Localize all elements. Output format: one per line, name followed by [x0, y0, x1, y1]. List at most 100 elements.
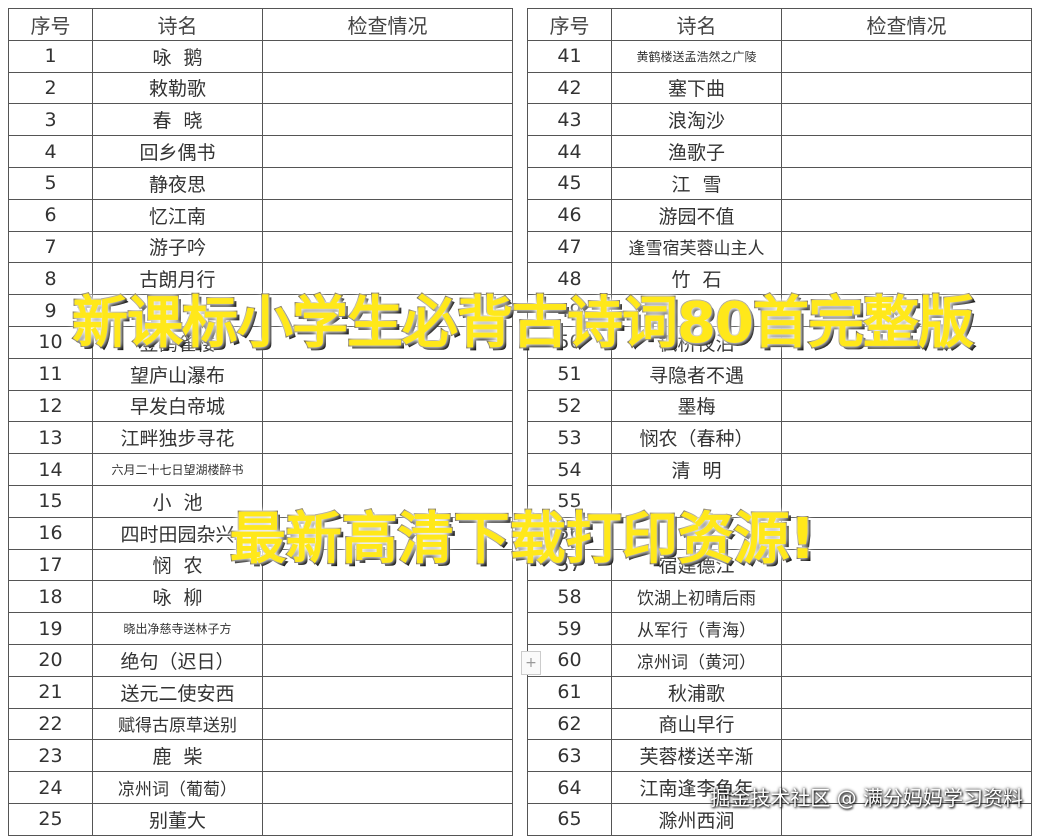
row: 43 浪淘沙	[527, 103, 1032, 137]
poem-name: 秋浦歌	[611, 675, 782, 709]
row-number: 11	[8, 357, 93, 391]
poem-name: 江畔独步寻花	[92, 421, 263, 455]
row: 65 滁州西涧	[527, 802, 1032, 836]
poem-name: 六月二十七日望湖楼醉书	[92, 453, 263, 486]
row: 22 赋得古原草送别	[8, 707, 513, 741]
sheet-table: 序号 诗名 检查情况 1 咏 鹅 2 敕勒歌 3 春 晓 4 回乡偶书 5 静夜思 6 忆江南 7 游子吟 8 古朗…	[8, 8, 513, 836]
check-cell	[262, 39, 513, 73]
row: 51 寻隐者不遇	[527, 357, 1032, 391]
check-cell	[262, 230, 513, 264]
row: 18 咏 柳	[8, 580, 513, 614]
check-cell	[781, 580, 1032, 614]
row-number: 49	[527, 294, 612, 327]
check-cell	[262, 707, 513, 741]
check-cell	[262, 135, 513, 168]
row: 58 饮湖上初晴后雨	[527, 580, 1032, 614]
row-number: 54	[527, 453, 612, 486]
row-number: 46	[527, 198, 612, 232]
row-number: 58	[527, 580, 612, 614]
row: 13 江畔独步寻花	[8, 421, 513, 455]
row-number: 13	[8, 421, 93, 455]
check-cell	[262, 103, 513, 137]
row: 25 别董大	[8, 802, 513, 836]
poem-name: 芙蓉楼送辛渐	[611, 739, 782, 773]
poem-name: 从军行（青海）	[611, 612, 782, 645]
poem-name: 凉州词（黄河）	[611, 643, 782, 677]
row-number: 9	[8, 294, 93, 327]
check-cell	[781, 707, 1032, 741]
row-number: 6	[8, 198, 93, 232]
check-cell	[262, 421, 513, 455]
header-cell: 检查情况	[262, 8, 513, 41]
poem-name: 望庐山瀑布	[92, 357, 263, 391]
poem-name: 墨梅	[611, 389, 782, 423]
row: 46 游园不值	[527, 198, 1032, 232]
row-number: 60	[527, 643, 612, 677]
row: 44 渔歌子	[527, 135, 1032, 168]
check-cell	[781, 675, 1032, 709]
check-cell	[781, 453, 1032, 486]
row: 9	[8, 294, 513, 327]
check-cell	[781, 739, 1032, 773]
poem-name: 别董大	[92, 802, 263, 836]
check-cell	[262, 580, 513, 614]
row-number: 16	[8, 516, 93, 550]
poem-name: 早发白帝城	[92, 389, 263, 423]
row: 52 墨梅	[527, 389, 1032, 423]
row: 47 逢雪宿芙蓉山主人	[527, 230, 1032, 264]
sheet-table: 序号 诗名 检查情况 41 黄鹤楼送孟浩然之广陵 42 塞下曲 43 浪淘沙 44 渔歌子 45 江 雪…	[527, 8, 1032, 836]
check-cell	[781, 103, 1032, 137]
row-number: 7	[8, 230, 93, 264]
check-cell	[262, 389, 513, 423]
poem-name: 竹 石	[611, 262, 782, 296]
row: 41 黄鹤楼送孟浩然之广陵	[527, 39, 1032, 73]
poem-name: 悯 农	[92, 548, 263, 582]
row-number: 44	[527, 135, 612, 168]
row: 42 塞下曲	[527, 71, 1032, 105]
row: 6 忆江南	[8, 198, 513, 232]
row-number: 63	[527, 739, 612, 773]
row-number: 55	[527, 484, 612, 518]
check-cell	[262, 71, 513, 105]
row: 61 秋浦歌	[527, 675, 1032, 709]
check-cell	[262, 643, 513, 677]
row: 8 古朗月行	[8, 262, 513, 296]
poem-name: 宿建德江	[611, 548, 782, 582]
add-button[interactable]: +	[521, 651, 541, 675]
row: 16 四时田园杂兴	[8, 516, 513, 550]
check-cell	[781, 643, 1032, 677]
check-cell	[781, 484, 1032, 518]
row: 21 送元二使安西	[8, 675, 513, 709]
row: 48 竹 石	[527, 262, 1032, 296]
check-cell	[262, 453, 513, 486]
row: 60 凉州词（黄河）	[527, 643, 1032, 677]
header-cell: 序号	[8, 8, 93, 41]
check-cell	[781, 135, 1032, 168]
row-number: 50	[527, 325, 612, 359]
poem-name: 饮湖上初晴后雨	[611, 580, 782, 614]
row-number: 51	[527, 357, 612, 391]
poem-name: 敕勒歌	[92, 71, 263, 105]
header-row: 序号 诗名 检查情况	[527, 8, 1032, 41]
row: 57 宿建德江	[527, 548, 1032, 582]
poem-name: 赋得古原草送别	[92, 707, 263, 741]
row: 11 望庐山瀑布	[8, 357, 513, 391]
row: 63 芙蓉楼送辛渐	[527, 739, 1032, 773]
row: 53 悯农（春种）	[527, 421, 1032, 455]
row-number: 2	[8, 71, 93, 105]
row-number: 5	[8, 166, 93, 200]
check-cell	[781, 389, 1032, 423]
row-number: 62	[527, 707, 612, 741]
row-number: 53	[527, 421, 612, 455]
poem-name: 送元二使安西	[92, 675, 263, 709]
poem-name: 商山早行	[611, 707, 782, 741]
check-cell	[781, 357, 1032, 391]
row-number: 43	[527, 103, 612, 137]
poem-name: 塞下曲	[611, 71, 782, 105]
check-cell	[262, 166, 513, 200]
poem-name	[92, 294, 263, 327]
row-number: 45	[527, 166, 612, 200]
check-cell	[262, 771, 513, 804]
poem-name: 回乡偶书	[92, 135, 263, 168]
row-number: 4	[8, 135, 93, 168]
